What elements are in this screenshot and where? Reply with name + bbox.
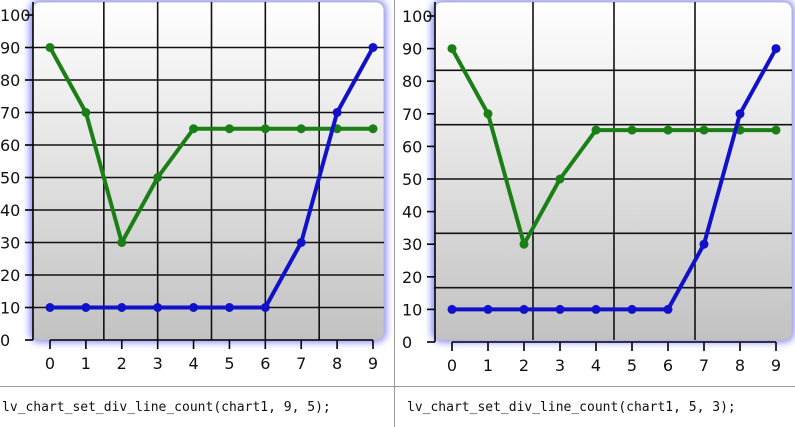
series-1-point xyxy=(368,124,378,134)
x-tick-label: 2 xyxy=(117,354,127,373)
series-1-point xyxy=(260,124,270,134)
x-tick-label: 6 xyxy=(260,354,270,373)
y-tick-label: 100 xyxy=(402,7,433,26)
y-tick-label: 30 xyxy=(0,234,20,253)
x-tick-label: 2 xyxy=(519,356,529,375)
series-2-point xyxy=(735,109,745,119)
series-1-point xyxy=(153,173,163,182)
x-tick-label: 3 xyxy=(555,356,565,375)
x-tick-label: 8 xyxy=(735,356,745,375)
y-tick-label: 20 xyxy=(0,266,20,285)
caption-left: lv_chart_set_div_line_count(chart1, 9, 5… xyxy=(2,400,331,415)
series-1-point xyxy=(224,124,234,134)
x-tick-label: 9 xyxy=(771,356,781,375)
y-tick-label: 60 xyxy=(0,136,20,155)
series-1-point xyxy=(591,125,601,135)
series-1-point xyxy=(555,174,565,184)
series-2-point xyxy=(260,303,270,312)
y-tick-label: 0 xyxy=(402,333,412,352)
series-1-point xyxy=(45,43,55,52)
y-tick-label: 10 xyxy=(0,299,20,318)
y-tick-label: 90 xyxy=(0,39,20,58)
x-tick-label: 1 xyxy=(483,356,493,375)
series-2-point xyxy=(224,303,234,312)
caption-right: lv_chart_set_div_line_count(chart1, 5, 3… xyxy=(407,400,736,415)
line-chart-left: 0 10 20 30 40 50 60 70 80 90 100 0 1 2 3 4 5 6 7 8 9 xyxy=(0,0,386,373)
y-tick-label: 80 xyxy=(0,71,20,90)
series-2-point xyxy=(153,303,163,312)
y-tick-label: 50 xyxy=(402,170,422,189)
x-tick-label: 4 xyxy=(188,354,198,373)
y-tick-label: 60 xyxy=(402,137,422,156)
series-2-line xyxy=(450,46,778,312)
y-tick-label: 40 xyxy=(0,201,20,220)
y-tick-label: 30 xyxy=(402,235,422,254)
series-2-line xyxy=(48,45,375,310)
series-2-point xyxy=(117,303,127,312)
plot-background xyxy=(31,1,385,341)
series-1-point xyxy=(663,125,673,135)
series-2-point xyxy=(296,238,306,247)
chart-panel-left: 0 10 20 30 40 50 60 70 80 90 100 0 1 2 3 4 5 6 7 8 9 xyxy=(0,0,394,386)
series-2-point xyxy=(447,304,457,314)
x-tick-label: 5 xyxy=(627,356,637,375)
y-tick-label: 70 xyxy=(0,104,20,123)
x-tick-label: 8 xyxy=(332,354,342,373)
series-1-point xyxy=(447,44,457,54)
series-1-point xyxy=(483,109,493,119)
series-2-point xyxy=(699,239,709,249)
y-tick-label: 90 xyxy=(402,40,422,59)
series-1-point xyxy=(81,108,91,117)
series-2-point xyxy=(483,304,493,314)
y-tick-label: 70 xyxy=(402,105,422,124)
y-tick-label: 0 xyxy=(0,331,10,350)
series-1-point xyxy=(189,124,199,134)
series-2-point xyxy=(45,303,55,312)
series-2-point xyxy=(591,304,601,314)
series-2-point xyxy=(81,303,91,312)
series-1-line xyxy=(48,45,375,245)
series-2-point xyxy=(627,304,637,314)
x-tick-label: 3 xyxy=(153,354,163,373)
x-tick-label: 5 xyxy=(224,354,234,373)
column-divider xyxy=(394,0,395,427)
y-tick-label: 20 xyxy=(402,268,422,287)
y-tick-label: 40 xyxy=(402,203,422,222)
line-chart-right: 0 10 20 30 40 50 60 70 80 90 100 0 1 2 3 4 5 6 7 8 9 xyxy=(402,0,794,375)
caption-divider xyxy=(0,386,795,387)
x-tick-label: 9 xyxy=(368,354,378,373)
series-2-point xyxy=(332,108,342,117)
series-2-point xyxy=(189,303,199,312)
series-2-point xyxy=(519,304,529,314)
series-1-point xyxy=(117,238,127,247)
x-tick-label: 7 xyxy=(699,356,709,375)
series-2-point xyxy=(771,44,781,54)
series-2-point xyxy=(368,43,378,52)
y-tick-label: 50 xyxy=(0,169,20,188)
series-2-point xyxy=(555,304,565,314)
chart-panel-right: 0 10 20 30 40 50 60 70 80 90 100 0 1 2 3 4 5 6 7 8 9 xyxy=(402,0,795,386)
series-1-point xyxy=(771,125,781,135)
x-tick-label: 7 xyxy=(296,354,306,373)
y-tick-label: 80 xyxy=(402,72,422,91)
series-1-line xyxy=(450,46,778,247)
series-1-point xyxy=(627,125,637,135)
series-1-point xyxy=(296,124,306,134)
series-2-point xyxy=(663,304,673,314)
x-tick-label: 6 xyxy=(663,356,673,375)
x-tick-label: 1 xyxy=(81,354,91,373)
plot-background xyxy=(433,1,793,341)
x-tick-label: 4 xyxy=(591,356,601,375)
x-tick-label: 0 xyxy=(447,356,457,375)
series-1-point xyxy=(699,125,709,135)
series-1-point xyxy=(519,239,529,249)
y-tick-label: 100 xyxy=(0,6,31,25)
x-tick-label: 0 xyxy=(45,354,55,373)
y-tick-label: 10 xyxy=(402,300,422,319)
